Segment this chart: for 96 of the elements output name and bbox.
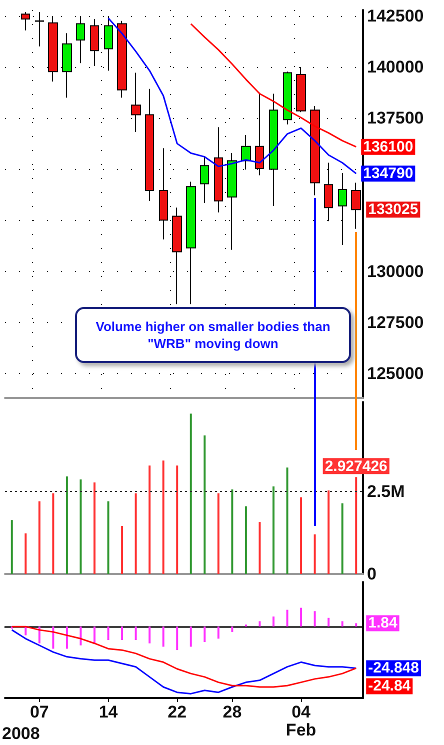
bar: [190, 414, 192, 574]
bar: [176, 466, 178, 574]
data-label: 136100: [363, 138, 414, 156]
candlestick: [227, 152, 237, 250]
bar: [272, 616, 274, 627]
candlestick: [131, 72, 141, 132]
bar: [162, 460, 164, 574]
bar: [314, 534, 316, 574]
candlestick: [200, 156, 209, 204]
y-tick-label: 2.5M: [367, 482, 405, 501]
candlestick: [214, 126, 223, 213]
y-tick-label: 125000: [367, 364, 424, 383]
candlestick: [62, 32, 72, 98]
bar: [286, 467, 288, 574]
bar: [258, 621, 261, 627]
bar: [121, 526, 124, 574]
bar: [107, 626, 110, 640]
candlestick: [283, 71, 292, 125]
candlestick: [145, 88, 154, 202]
bar: [176, 626, 178, 650]
bar: [66, 476, 68, 574]
candlestick: [159, 148, 168, 240]
bar: [244, 506, 247, 574]
bar: [80, 479, 82, 574]
bar: [217, 493, 220, 574]
line-series: [108, 17, 357, 174]
bar: [328, 490, 330, 574]
y-tick-label: 140000: [367, 58, 424, 77]
bar: [134, 493, 137, 574]
x-tick-label: 07: [30, 702, 49, 722]
candlestick: [186, 181, 196, 305]
bar: [286, 610, 288, 627]
bar: [231, 489, 234, 574]
candlestick: [338, 172, 347, 246]
bar: [190, 626, 192, 647]
bar: [66, 626, 68, 649]
candlestick: [172, 207, 182, 305]
bar: [38, 626, 40, 644]
bar: [314, 611, 316, 627]
y-tick-label: 137500: [367, 108, 424, 128]
bar: [134, 626, 137, 640]
bar: [300, 497, 302, 574]
candlestick: [117, 20, 127, 98]
x-tick-label: 04 Feb: [286, 702, 316, 740]
bar: [80, 626, 82, 646]
bar: [52, 493, 54, 574]
bar: [121, 626, 124, 640]
bar: [300, 608, 302, 627]
candlestick: [241, 134, 251, 170]
x-tick-label: 22: [168, 702, 187, 722]
text: 1.84: [368, 614, 398, 632]
candlestick: [76, 16, 85, 64]
candlestick: [90, 18, 99, 66]
bar: [217, 626, 220, 639]
y-tick-label: 142500: [367, 6, 424, 26]
bar: [328, 618, 330, 627]
data-label: 2.927426: [324, 458, 388, 476]
bar: [272, 486, 274, 574]
x-axis-title: 2008: [2, 724, 40, 743]
candlestick: [104, 16, 113, 72]
bar: [204, 435, 206, 574]
bar: [107, 501, 110, 574]
bar: [341, 621, 344, 627]
candlestick: [255, 92, 264, 176]
line-series: [190, 23, 357, 148]
bar: [341, 503, 344, 574]
y-tick-label: 127500: [367, 312, 424, 332]
text: -24.848: [368, 660, 419, 677]
candlestick: [269, 93, 278, 206]
x-tick-label: 14: [98, 702, 118, 722]
candlestick: [324, 162, 333, 222]
y-tick-label: 0: [367, 564, 376, 584]
y-tick-label: 130000: [367, 262, 424, 281]
candlestick: [310, 106, 320, 196]
bar: [355, 477, 358, 574]
bar: [10, 520, 13, 574]
candlestick: [21, 12, 30, 31]
candlestick: [35, 12, 44, 47]
bar: [204, 626, 206, 642]
text: -24.84: [368, 678, 412, 695]
bar: [94, 626, 96, 644]
bar: [148, 626, 151, 644]
text: 133025: [368, 201, 418, 218]
bar: [52, 626, 54, 649]
bar: [24, 533, 27, 574]
bar: [355, 623, 358, 627]
bar: [258, 522, 261, 574]
bar: [94, 482, 96, 574]
data-label: 134790: [363, 165, 414, 182]
bar: [162, 626, 164, 647]
candlestick: [296, 66, 306, 113]
bar: [148, 466, 151, 574]
bar: [231, 626, 234, 632]
x-tick-label: 28: [222, 702, 242, 722]
bar: [38, 501, 40, 574]
candlestick: [48, 16, 58, 82]
